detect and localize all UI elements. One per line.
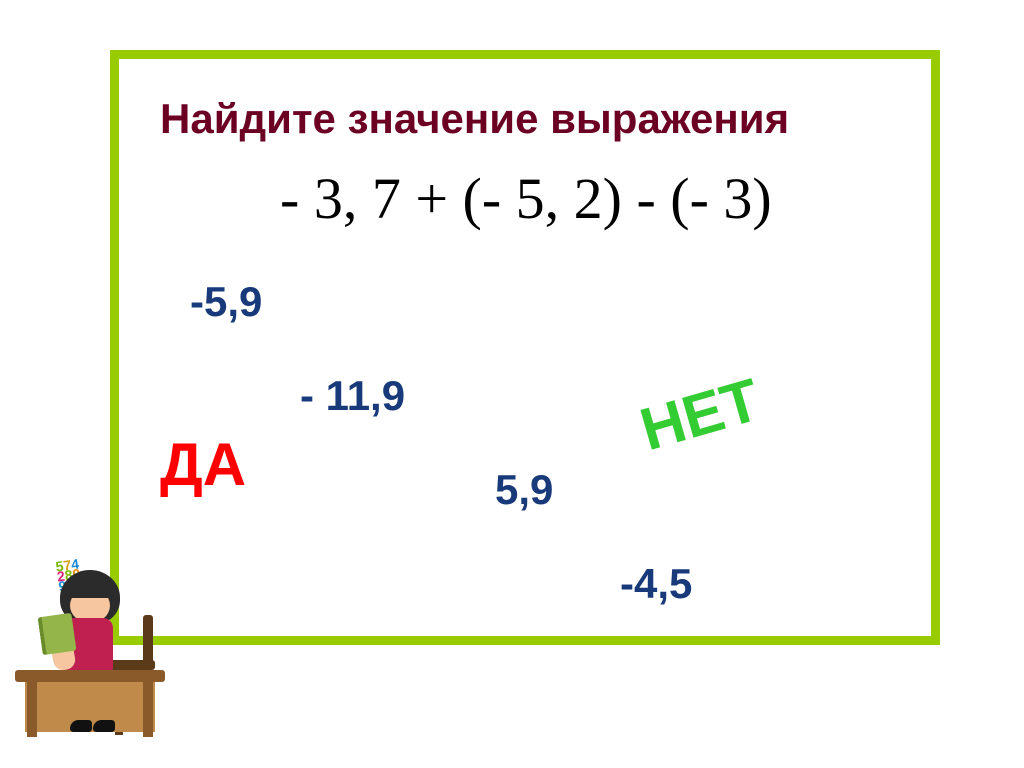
feedback-yes: ДА xyxy=(160,430,246,499)
slide-title: Найдите значение выражения xyxy=(160,95,789,143)
math-expression: - 3, 7 + (- 5, 2) - (- 3) xyxy=(280,165,772,232)
answer-option-2[interactable]: - 11,9 xyxy=(300,372,405,420)
answer-option-4[interactable]: -4,5 xyxy=(620,560,692,608)
student-at-desk-icon: 574 280 93 xyxy=(15,560,175,750)
answer-option-3[interactable]: 5,9 xyxy=(495,466,553,514)
answer-option-1[interactable]: -5,9 xyxy=(190,278,262,326)
slide: Найдите значение выражения - 3, 7 + (- 5… xyxy=(0,0,1024,768)
